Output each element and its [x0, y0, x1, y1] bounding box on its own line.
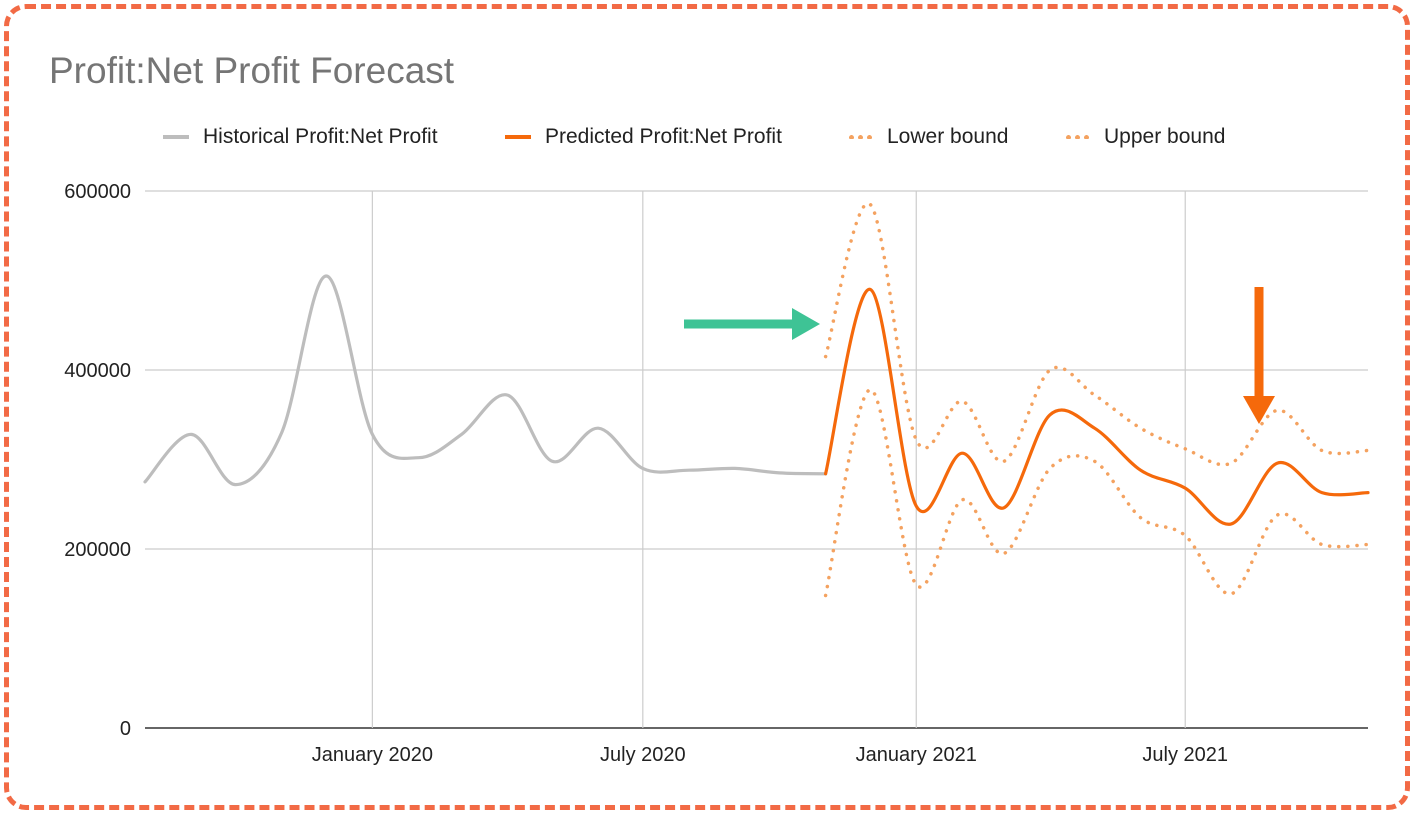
annotations — [684, 287, 1275, 424]
y-tick-label: 600000 — [64, 181, 131, 203]
series-lines — [143, 201, 1370, 598]
series-line-lower-bound — [823, 387, 1370, 598]
legend-swatch-upper-bound — [1064, 135, 1090, 139]
x-axis-ticks: January 2020 July 2020 January 2021 July 20… — [312, 744, 1228, 766]
legend-swatch-predicted — [505, 135, 531, 139]
legend-item-predicted: Predicted Profit:Net Profit — [505, 122, 782, 152]
x-tick-label: January 2021 — [856, 744, 977, 766]
x-tick-label: July 2020 — [600, 744, 686, 766]
legend-item-historical: Historical Profit:Net Profit — [163, 122, 438, 152]
legend-label-upper-bound: Upper bound — [1104, 125, 1226, 148]
arrow-down-icon — [1243, 287, 1275, 424]
y-tick-label: 0 — [120, 718, 131, 740]
legend-label-lower-bound: Lower bound — [887, 125, 1009, 148]
y-axis-ticks: 0 200000 400000 600000 — [64, 181, 131, 740]
y-tick-label: 400000 — [64, 360, 131, 382]
legend-label-predicted: Predicted Profit:Net Profit — [545, 125, 782, 148]
gridlines — [145, 190, 1368, 729]
legend-swatch-lower-bound — [847, 135, 873, 139]
legend-item-upper-bound: Upper bound — [1064, 122, 1225, 152]
y-tick-label: 200000 — [64, 539, 131, 561]
series-line-predicted-profit-net-profit — [824, 287, 1370, 526]
dashed-frame — [4, 4, 1410, 810]
legend-label-historical: Historical Profit:Net Profit — [203, 125, 438, 148]
legend-swatch-historical — [163, 135, 189, 139]
x-tick-label: July 2021 — [1142, 744, 1228, 766]
legend-item-lower-bound: Lower bound — [847, 122, 1008, 152]
series-line-historical-profit-net-profit — [143, 274, 828, 487]
chart-title: Profit:Net Profit Forecast — [49, 50, 455, 91]
series-line-upper-bound — [823, 201, 1370, 467]
x-tick-label: January 2020 — [312, 744, 433, 766]
arrow-right-icon — [684, 308, 820, 340]
